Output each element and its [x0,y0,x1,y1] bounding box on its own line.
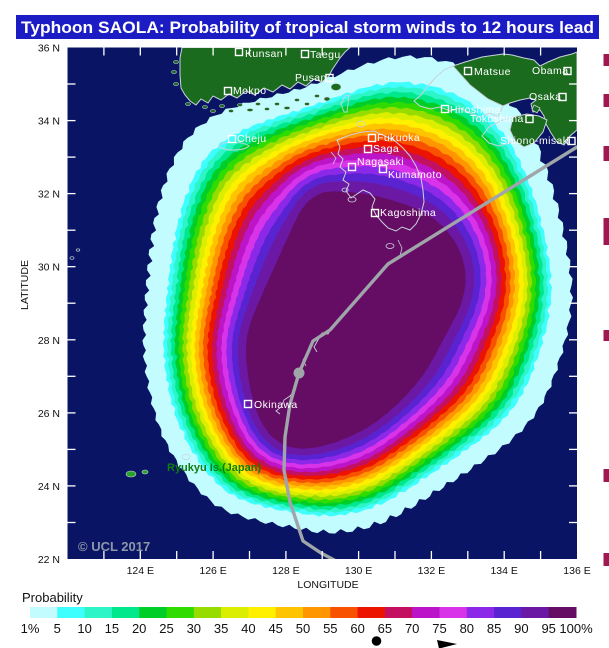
svg-text:75: 75 [432,621,446,636]
svg-text:132 E: 132 E [418,565,445,577]
svg-text:124 E: 124 E [127,565,154,577]
svg-text:126 E: 126 E [199,565,226,577]
svg-text:70: 70 [405,621,419,636]
svg-text:30: 30 [187,621,201,636]
svg-text:45: 45 [268,621,282,636]
svg-text:100%: 100% [559,621,593,636]
svg-text:20: 20 [132,621,146,636]
svg-text:134 E: 134 E [490,565,517,577]
svg-text:128 E: 128 E [272,565,299,577]
svg-text:Pusan: Pusan [295,72,327,84]
svg-text:Fukuoka: Fukuoka [377,132,420,144]
svg-text:Kumamoto: Kumamoto [388,169,442,181]
svg-text:5: 5 [54,621,61,636]
svg-text:80: 80 [460,621,474,636]
svg-text:85: 85 [487,621,501,636]
svg-text:22 N: 22 N [38,554,60,566]
svg-text:LONGITUDE: LONGITUDE [297,579,358,591]
svg-text:65: 65 [378,621,392,636]
svg-text:50: 50 [296,621,310,636]
svg-text:Typhoon SAOLA: Probability of: Typhoon SAOLA: Probability of tropical s… [21,18,594,37]
svg-text:90: 90 [514,621,528,636]
svg-text:28 N: 28 N [38,335,60,347]
svg-text:Kagoshima: Kagoshima [380,207,436,219]
svg-text:32 N: 32 N [38,189,60,201]
svg-text:1%: 1% [21,621,40,636]
svg-text:Taegu: Taegu [310,49,341,61]
svg-text:35: 35 [214,621,228,636]
svg-text:26 N: 26 N [38,408,60,420]
svg-text:Shiono-misaki: Shiono-misaki [500,135,571,147]
svg-text:Hiroshima: Hiroshima [450,104,501,116]
svg-text:10: 10 [77,621,91,636]
svg-text:34 N: 34 N [38,116,60,128]
svg-text:© UCL 2017: © UCL 2017 [78,539,150,554]
svg-text:Saga: Saga [373,143,399,155]
svg-text:60: 60 [350,621,364,636]
svg-text:Cheju: Cheju [237,133,266,145]
svg-text:36 N: 36 N [38,43,60,55]
svg-text:136 E: 136 E [563,565,590,577]
svg-text:15: 15 [105,621,119,636]
svg-text:95: 95 [541,621,555,636]
svg-text:24 N: 24 N [38,481,60,493]
svg-text:Osaka: Osaka [529,91,561,103]
svg-text:40: 40 [241,621,255,636]
svg-text:Mokpo: Mokpo [233,85,267,97]
svg-text:Probability: Probability [22,590,83,605]
svg-text:Tokushima: Tokushima [470,113,524,125]
svg-text:Nagasaki: Nagasaki [357,156,404,168]
svg-text:LATITUDE: LATITUDE [19,260,31,310]
svg-text:Ryukyu Is.(Japan): Ryukyu Is.(Japan) [167,462,261,474]
svg-text:55: 55 [323,621,337,636]
svg-text:Obama: Obama [532,65,568,77]
svg-text:130 E: 130 E [345,565,372,577]
svg-text:Kunsan: Kunsan [245,48,283,60]
svg-text:Matsue: Matsue [474,66,511,78]
svg-text:25: 25 [159,621,173,636]
svg-text:30 N: 30 N [38,262,60,274]
svg-text:Okinawa: Okinawa [254,399,298,411]
